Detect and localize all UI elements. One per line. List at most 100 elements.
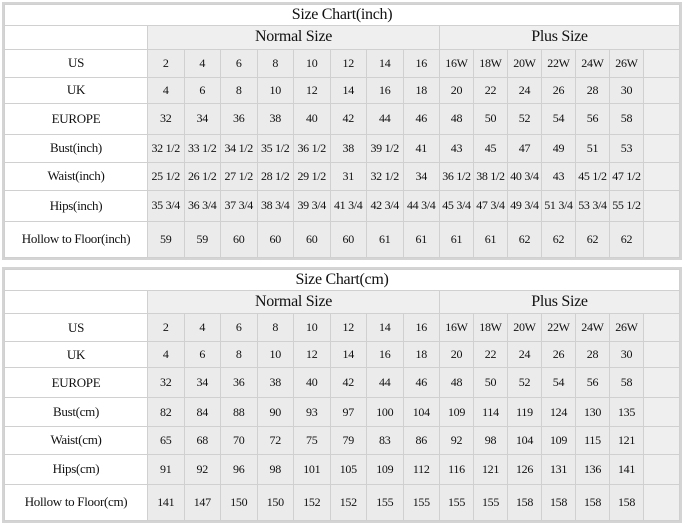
empty-cell bbox=[643, 161, 680, 192]
table-cell: 62 bbox=[609, 220, 644, 259]
table-cell: 96 bbox=[220, 453, 258, 485]
table-cell: 105 bbox=[329, 453, 367, 485]
title-row: Size Chart(inch) bbox=[4, 3, 680, 27]
plus-size-header: Plus Size bbox=[439, 25, 680, 50]
table-cell: 48 bbox=[439, 367, 474, 399]
plus-size-header: Plus Size bbox=[439, 290, 680, 315]
table-cell: 12 bbox=[293, 76, 331, 105]
title-row: Size Chart(cm) bbox=[4, 268, 680, 292]
table-cell: 98 bbox=[473, 425, 508, 455]
table-cell: 45 3/4 bbox=[439, 190, 474, 222]
table-cell: 22W bbox=[541, 48, 576, 78]
table-cell: 100 bbox=[366, 397, 404, 427]
table-cell: 72 bbox=[256, 425, 294, 455]
table-cell: 75 bbox=[293, 425, 331, 455]
table-cell: 53 3/4 bbox=[575, 190, 610, 222]
row-label: Bust(cm) bbox=[4, 397, 148, 427]
table-cell: 114 bbox=[473, 397, 508, 427]
table-cell: 44 bbox=[366, 367, 404, 399]
table-cell: 56 bbox=[575, 103, 610, 135]
table-cell: 79 bbox=[329, 425, 367, 455]
table-cell: 30 bbox=[609, 341, 644, 369]
table-cell: 136 bbox=[575, 453, 610, 485]
table-cell: 43 bbox=[439, 133, 474, 163]
table-cell: 104 bbox=[507, 425, 542, 455]
table-cell: 18W bbox=[473, 313, 508, 343]
table-cell: 92 bbox=[183, 453, 221, 485]
table-cell: 8 bbox=[256, 313, 294, 343]
table-cell: 54 bbox=[541, 367, 576, 399]
table-cell: 86 bbox=[402, 425, 440, 455]
table-cell: 47 bbox=[507, 133, 542, 163]
table-cell: 152 bbox=[329, 483, 367, 522]
table-cell: 14 bbox=[366, 48, 404, 78]
normal-size-header: Normal Size bbox=[147, 25, 440, 50]
table-cell: 38 bbox=[329, 133, 367, 163]
table-row: EUROPE 32 34 36 38 40 42 44 46 48 50 52 54 56 58 bbox=[4, 367, 680, 399]
table-cell: 4 bbox=[147, 341, 185, 369]
table-cell: 150 bbox=[220, 483, 258, 522]
table-cell: 34 bbox=[183, 103, 221, 135]
table-cell: 37 3/4 bbox=[220, 190, 258, 222]
table-cell: 45 1/2 bbox=[575, 161, 610, 192]
row-label: Hollow to Floor(cm) bbox=[4, 483, 148, 522]
table-cell: 101 bbox=[293, 453, 331, 485]
table-cell: 24 bbox=[507, 341, 542, 369]
table-cell: 35 3/4 bbox=[147, 190, 185, 222]
table-cell: 12 bbox=[329, 48, 367, 78]
empty-cell bbox=[643, 483, 680, 522]
table-cell: 115 bbox=[575, 425, 610, 455]
table-cell: 83 bbox=[366, 425, 404, 455]
table-cell: 58 bbox=[609, 103, 644, 135]
table-cell: 34 bbox=[402, 161, 440, 192]
table-cell: 26W bbox=[609, 313, 644, 343]
table-cell: 38 3/4 bbox=[256, 190, 294, 222]
row-label: Bust(inch) bbox=[4, 133, 148, 163]
table-cell: 50 bbox=[473, 103, 508, 135]
table-cell: 49 3/4 bbox=[507, 190, 542, 222]
table-cell: 42 bbox=[329, 367, 367, 399]
table-row: Bust(inch) 32 1/2 33 1/2 34 1/2 35 1/2 36 1/2… bbox=[4, 133, 680, 163]
empty-cell bbox=[643, 397, 680, 427]
size-chart-cm: Size Chart(cm) Normal Size Plus Size US 2 4 6 8… bbox=[2, 267, 682, 523]
table-cell: 16W bbox=[439, 48, 474, 78]
table-cell: 124 bbox=[541, 397, 576, 427]
table-cell: 158 bbox=[575, 483, 610, 522]
table-cell: 34 1/2 bbox=[220, 133, 258, 163]
table-cell: 141 bbox=[147, 483, 185, 522]
table-cell: 31 bbox=[329, 161, 367, 192]
table-cell: 104 bbox=[402, 397, 440, 427]
table-cell: 43 bbox=[541, 161, 576, 192]
table-cell: 18W bbox=[473, 48, 508, 78]
table-row: UK 4 6 8 10 12 14 16 18 20 22 24 26 28 30 bbox=[4, 341, 680, 369]
table-cell: 60 bbox=[220, 220, 258, 259]
table-row: Waist(cm) 65 68 70 72 75 79 83 86 92 98 104 109 115 12… bbox=[4, 425, 680, 455]
table-cell: 88 bbox=[220, 397, 258, 427]
table-cell: 61 bbox=[473, 220, 508, 259]
table-cell: 121 bbox=[609, 425, 644, 455]
table-cell: 119 bbox=[507, 397, 542, 427]
chart-title: Size Chart(inch) bbox=[4, 3, 680, 27]
table-cell: 116 bbox=[439, 453, 474, 485]
table-cell: 158 bbox=[507, 483, 542, 522]
row-label: Waist(inch) bbox=[4, 161, 148, 192]
table-cell: 141 bbox=[609, 453, 644, 485]
table-cell: 16 bbox=[366, 341, 404, 369]
table-cell: 36 1/2 bbox=[439, 161, 474, 192]
table-cell: 51 3/4 bbox=[541, 190, 576, 222]
table-cell: 112 bbox=[402, 453, 440, 485]
table-cell: 158 bbox=[541, 483, 576, 522]
table-cell: 6 bbox=[183, 341, 221, 369]
table-cell: 28 bbox=[575, 76, 610, 105]
empty-cell bbox=[643, 48, 680, 78]
table-cell: 155 bbox=[473, 483, 508, 522]
table-row: Bust(cm) 82 84 88 90 93 97 100 104 109 114 119 124 13… bbox=[4, 397, 680, 427]
table-cell: 34 bbox=[183, 367, 221, 399]
table-cell: 59 bbox=[147, 220, 185, 259]
table-cell: 22W bbox=[541, 313, 576, 343]
table-cell: 36 1/2 bbox=[293, 133, 331, 163]
table-cell: 54 bbox=[541, 103, 576, 135]
row-label: EUROPE bbox=[4, 367, 148, 399]
table-cell: 46 bbox=[402, 367, 440, 399]
group-header-row: Normal Size Plus Size bbox=[4, 290, 680, 315]
